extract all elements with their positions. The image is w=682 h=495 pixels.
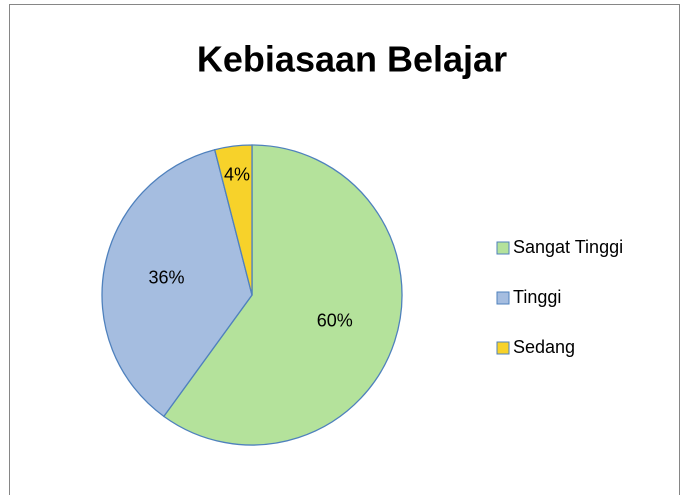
pie-slice — [101, 148, 253, 418]
pie-slice — [162, 144, 403, 446]
legend-label: Tinggi — [513, 287, 561, 307]
data-label: 60% — [317, 311, 353, 331]
pie-slice — [213, 144, 253, 296]
legend-swatch — [496, 241, 510, 255]
data-label: 36% — [149, 267, 185, 287]
legend-label: Sangat Tinggi — [513, 237, 623, 257]
legend-swatch — [496, 341, 510, 355]
data-label: 4% — [224, 165, 250, 185]
legend-label: Sedang — [513, 337, 575, 357]
legend-swatch — [496, 291, 510, 305]
chart-title: Kebiasaan Belajar — [197, 39, 507, 80]
